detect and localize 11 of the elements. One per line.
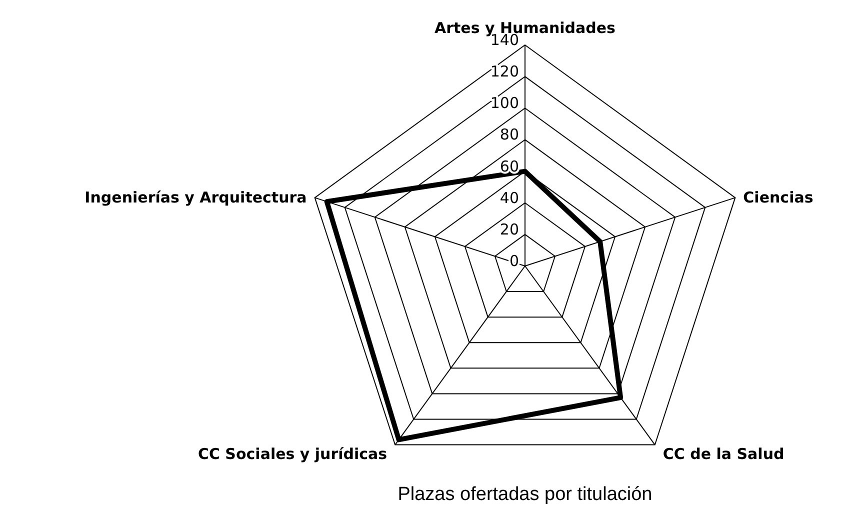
text: Plazas ofertadas por titulación	[398, 484, 652, 505]
spoke-label: CC Sociales y jurídicas	[198, 444, 388, 463]
spoke-label: Ciencias	[743, 188, 814, 207]
y-tick-label: 80	[500, 126, 519, 144]
y-tick-label: 20	[500, 220, 519, 238]
spoke-label: Ingenierías y Arquitectura	[84, 188, 307, 207]
y-tick-label: 40	[500, 188, 519, 207]
y-tick-label: 120	[490, 62, 519, 81]
y-tick-label: 60	[500, 157, 519, 176]
spoke-label: CC de la Salud	[662, 444, 784, 463]
y-tick-label: 100	[490, 94, 519, 112]
